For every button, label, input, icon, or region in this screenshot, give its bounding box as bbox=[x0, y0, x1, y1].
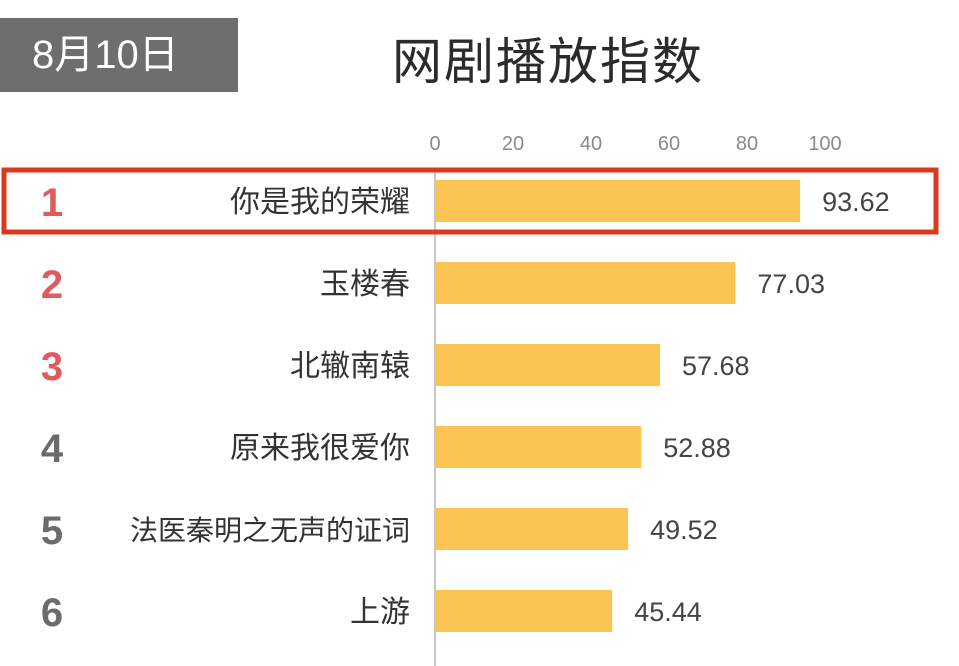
bar bbox=[435, 180, 801, 222]
x-tick-label-60: 60 bbox=[658, 133, 680, 155]
date-badge: 8月10日 bbox=[0, 18, 238, 92]
rank-number: 1 bbox=[41, 181, 63, 225]
x-axis-ticks: 0 20 40 60 80 100 bbox=[429, 133, 841, 155]
x-tick-label-20: 20 bbox=[502, 133, 524, 155]
x-tick-label-40: 40 bbox=[580, 133, 602, 155]
rank-number: 5 bbox=[41, 509, 63, 553]
category-label: 原来我很爱你 bbox=[230, 431, 410, 466]
value-label: 45.44 bbox=[634, 597, 702, 627]
value-label: 49.52 bbox=[650, 515, 718, 545]
rank-number: 6 bbox=[41, 591, 63, 635]
category-label: 上游 bbox=[350, 595, 410, 630]
value-label: 57.68 bbox=[682, 351, 750, 381]
x-tick-label-80: 80 bbox=[736, 133, 758, 155]
bar-row: 5 法医秦明之无声的证词 49.52 bbox=[41, 508, 718, 553]
bar-row: 3 北辙南辕 57.68 bbox=[41, 344, 750, 389]
chart-title: 网剧播放指数 bbox=[392, 33, 704, 91]
x-tick-label-100: 100 bbox=[808, 133, 841, 155]
bar-row: 2 玉楼春 77.03 bbox=[41, 262, 825, 307]
category-label: 你是我的荣耀 bbox=[230, 185, 410, 220]
bar bbox=[435, 344, 660, 386]
rank-number: 3 bbox=[41, 345, 63, 389]
bar-row: 6 上游 45.44 bbox=[41, 590, 702, 635]
highlight-box bbox=[1, 167, 939, 235]
value-label: 93.62 bbox=[822, 187, 890, 217]
bar-row: 1 你是我的荣耀 93.62 bbox=[41, 180, 890, 225]
bar-row: 4 原来我很爱你 52.88 bbox=[41, 426, 731, 471]
category-label: 北辙南辕 bbox=[290, 349, 410, 384]
rank-number: 2 bbox=[41, 263, 63, 307]
x-tick-label-0: 0 bbox=[429, 133, 440, 155]
category-label: 玉楼春 bbox=[320, 267, 410, 302]
category-label: 法医秦明之无声的证词 bbox=[130, 514, 410, 547]
bar bbox=[435, 590, 613, 632]
value-label: 77.03 bbox=[757, 269, 825, 299]
bars-group: 1 你是我的荣耀 93.622 玉楼春 77.033 北辙南辕 57.684 原来我很爱你 52… bbox=[41, 180, 890, 635]
bar bbox=[435, 508, 629, 550]
bar bbox=[435, 426, 642, 468]
rank-number: 4 bbox=[41, 427, 64, 471]
bar bbox=[435, 262, 736, 304]
value-label: 52.88 bbox=[663, 433, 731, 463]
